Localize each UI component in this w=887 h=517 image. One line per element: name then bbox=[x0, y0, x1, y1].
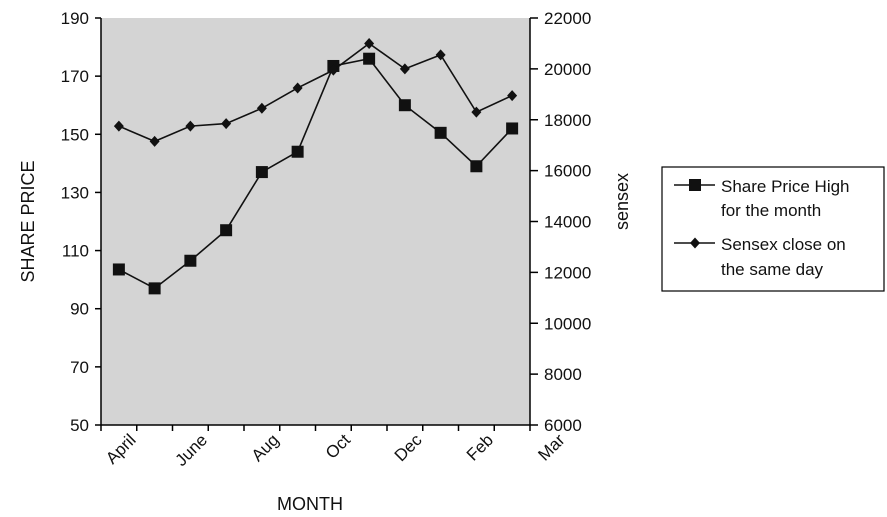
sensex-point bbox=[328, 64, 339, 76]
left-y-axis: 50 70 90 110 130 150 170 190 bbox=[61, 9, 102, 435]
x-tick-label: Oct bbox=[322, 430, 354, 462]
right-tick-label: 14000 bbox=[544, 213, 591, 232]
sensex-point bbox=[399, 63, 410, 75]
legend-label-sensex-line2: the same day bbox=[721, 260, 824, 279]
sensex-point bbox=[435, 49, 446, 61]
sensex-point bbox=[113, 120, 124, 132]
left-tick-label: 70 bbox=[70, 358, 89, 377]
right-tick-label: 10000 bbox=[544, 314, 591, 333]
legend-label-share-price-line2: for the month bbox=[721, 201, 821, 220]
right-tick-label: 18000 bbox=[544, 111, 591, 130]
right-tick-label: 20000 bbox=[544, 60, 591, 79]
x-tick-label: Feb bbox=[463, 430, 497, 464]
right-y-axis: 6000 8000 10000 12000 14000 16000 18000 20000 22… bbox=[529, 9, 591, 435]
left-tick-label: 90 bbox=[70, 300, 89, 319]
share-price-point bbox=[220, 224, 233, 237]
series-layer bbox=[112, 37, 519, 295]
sensex-point bbox=[221, 118, 232, 130]
share-price-point bbox=[255, 166, 268, 179]
legend-diamond-marker bbox=[690, 237, 700, 249]
sensex-point bbox=[471, 106, 482, 118]
right-tick-label: 12000 bbox=[544, 263, 591, 282]
share-price-point bbox=[470, 160, 483, 173]
share-price-point bbox=[184, 254, 197, 267]
sensex-line bbox=[118, 42, 513, 143]
sensex-point bbox=[256, 102, 267, 114]
left-tick-label: 190 bbox=[61, 9, 89, 28]
legend-square-marker bbox=[689, 179, 701, 191]
right-tick-label: 22000 bbox=[544, 9, 591, 28]
share-price-point bbox=[291, 145, 304, 158]
left-tick-label: 50 bbox=[70, 416, 89, 435]
share-price-point bbox=[112, 263, 125, 276]
share-price-point bbox=[434, 126, 447, 139]
sensex-point bbox=[364, 37, 375, 49]
sensex-point bbox=[292, 82, 303, 94]
share-price-point bbox=[148, 282, 161, 295]
x-tick-label: April bbox=[102, 430, 139, 467]
x-axis: April June Aug Oct Dec Feb Mar bbox=[100, 424, 569, 470]
sensex-point bbox=[185, 120, 196, 132]
share-price-point bbox=[398, 99, 411, 112]
share-price-point bbox=[506, 122, 519, 135]
right-tick-label: 16000 bbox=[544, 162, 591, 181]
x-tick-label: June bbox=[172, 430, 212, 470]
share-price-point bbox=[363, 52, 376, 65]
left-tick-label: 150 bbox=[61, 125, 89, 144]
right-tick-label: 8000 bbox=[544, 365, 582, 384]
left-tick-label: 110 bbox=[62, 242, 89, 261]
left-tick-label: 170 bbox=[61, 67, 89, 86]
legend-label-sensex-line1: Sensex close on bbox=[721, 235, 846, 254]
sensex-point bbox=[507, 90, 518, 102]
x-tick-label: Aug bbox=[248, 430, 283, 465]
y-axis-left-title: SHARE PRICE bbox=[18, 160, 38, 282]
right-tick-label: 6000 bbox=[544, 416, 582, 435]
legend: Share Price High for the month Sensex cl… bbox=[661, 166, 885, 292]
sensex-point bbox=[149, 135, 160, 147]
left-tick-label: 130 bbox=[61, 183, 89, 202]
x-axis-title: MONTH bbox=[277, 494, 343, 514]
x-tick-label: Mar bbox=[534, 430, 568, 464]
plot-area bbox=[101, 18, 530, 425]
x-tick-label: Dec bbox=[391, 430, 426, 465]
legend-label-share-price-line1: Share Price High bbox=[721, 177, 850, 196]
y-axis-right-title: sensex bbox=[612, 173, 632, 230]
